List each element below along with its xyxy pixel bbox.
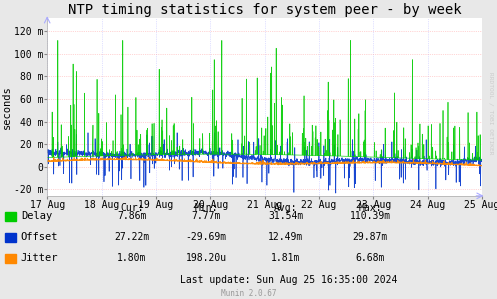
Text: Offset: Offset — [21, 232, 58, 242]
Text: 1.81m: 1.81m — [271, 253, 301, 263]
Text: Min:: Min: — [194, 203, 218, 213]
Text: 1.80m: 1.80m — [117, 253, 147, 263]
Text: RRDTOOL / TOBI OETIKER: RRDTOOL / TOBI OETIKER — [489, 72, 494, 155]
Title: NTP timing statistics for system peer - by week: NTP timing statistics for system peer - … — [68, 3, 462, 17]
Text: 12.49m: 12.49m — [268, 232, 303, 242]
Text: 198.20u: 198.20u — [186, 253, 227, 263]
Text: 110.39m: 110.39m — [350, 211, 391, 222]
Text: Last update: Sun Aug 25 16:35:00 2024: Last update: Sun Aug 25 16:35:00 2024 — [179, 274, 397, 285]
Text: 7.86m: 7.86m — [117, 211, 147, 222]
Text: 27.22m: 27.22m — [114, 232, 149, 242]
Text: 29.87m: 29.87m — [353, 232, 388, 242]
Text: Jitter: Jitter — [21, 253, 58, 263]
Text: 6.68m: 6.68m — [355, 253, 385, 263]
Text: Max:: Max: — [358, 203, 382, 213]
Text: Delay: Delay — [21, 211, 52, 222]
Y-axis label: seconds: seconds — [2, 85, 12, 129]
Text: 31.54m: 31.54m — [268, 211, 303, 222]
Text: Cur:: Cur: — [120, 203, 144, 213]
Text: Avg:: Avg: — [274, 203, 298, 213]
Text: Munin 2.0.67: Munin 2.0.67 — [221, 289, 276, 298]
Text: -29.69m: -29.69m — [186, 232, 227, 242]
Text: 7.77m: 7.77m — [191, 211, 221, 222]
